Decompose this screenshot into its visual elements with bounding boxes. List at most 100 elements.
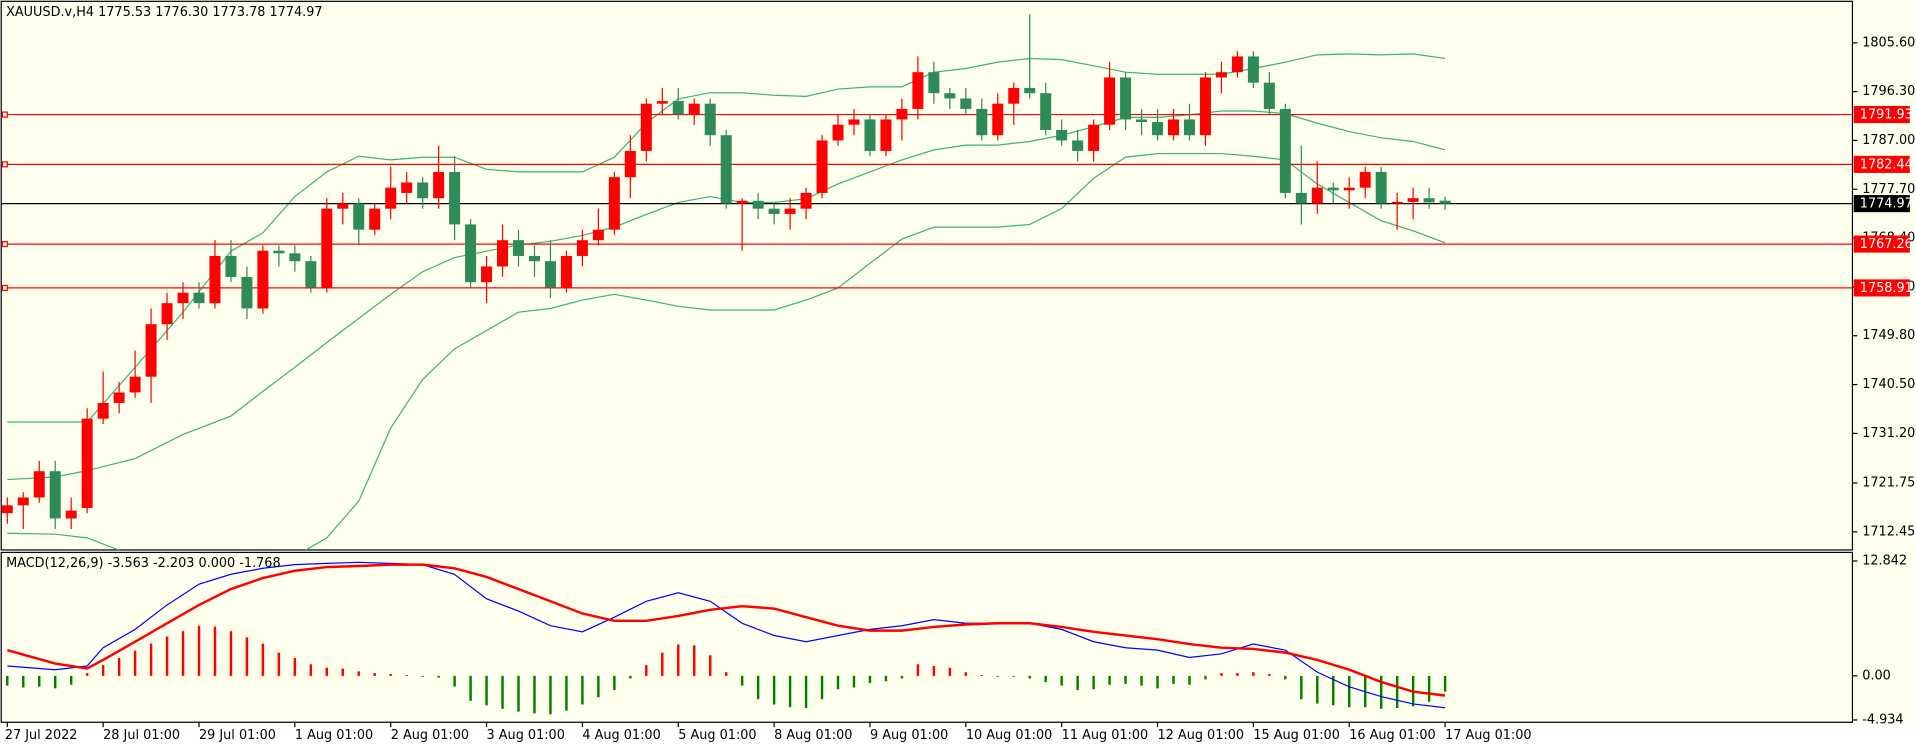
candle-body (369, 208, 381, 230)
x-tick-label: 10 Aug 01:00 (966, 728, 1052, 743)
level-label: 1758.91 (1860, 281, 1913, 296)
candle-body (97, 402, 109, 419)
x-tick-label: 17 Aug 01:00 (1445, 728, 1532, 743)
macd-y-tick-label: -4.934 (1862, 712, 1903, 727)
y-tick-label: 1721.75 (1862, 476, 1915, 491)
candle-body (273, 250, 285, 254)
candle-body (720, 135, 732, 204)
candle-body (1104, 77, 1116, 125)
band-lower (7, 152, 1446, 550)
candle-body (1327, 187, 1339, 191)
candle-body (1263, 82, 1275, 109)
candle-body (289, 253, 301, 262)
last-price-bg (1853, 195, 1910, 213)
y-tick-label: 1805.60 (1862, 35, 1915, 50)
candle-body (560, 255, 572, 288)
x-tick-label: 29 Jul 01:00 (199, 728, 276, 743)
candle-body (640, 103, 652, 151)
level-marker (1, 241, 8, 248)
candle-body (1247, 56, 1259, 83)
candle-body (1407, 198, 1419, 202)
level-label-bg (1853, 279, 1910, 297)
candle-body (113, 392, 125, 403)
candle-body (449, 171, 461, 225)
candle-body (1168, 119, 1180, 136)
level-label: 1791.93 (1860, 108, 1913, 123)
candle-body (944, 93, 956, 99)
candle-body (1391, 201, 1403, 204)
candle-body (1359, 171, 1371, 188)
candle-body (912, 72, 924, 109)
candle-body (896, 108, 908, 120)
candle-body (385, 187, 397, 209)
candle-body (576, 240, 588, 256)
candle-body (832, 124, 844, 141)
candle-body (976, 108, 988, 136)
macd-y-tick-label: 12.842 (1862, 553, 1907, 568)
candle-body (257, 250, 269, 309)
level-label-bg (1853, 155, 1910, 173)
axes: 1805.601796.301787.001777.701768.401759.… (1, 35, 1915, 743)
x-tick-label: 4 Aug 01:00 (582, 728, 660, 743)
candle-body (624, 150, 636, 178)
candle-body (1311, 187, 1323, 204)
level-label-bg (1853, 235, 1910, 253)
candle-body (225, 255, 237, 277)
main-panel (1, 14, 1853, 550)
x-tick-label: 8 Aug 01:00 (774, 728, 852, 743)
candle-body (1088, 124, 1100, 151)
candle-body (704, 103, 716, 136)
candle-body (1072, 140, 1084, 151)
candle-body (81, 418, 93, 508)
macd-panel (6, 561, 1447, 715)
candle-body (1040, 93, 1052, 130)
candle-body (49, 471, 61, 519)
candle-body (752, 200, 764, 209)
candle-body (608, 177, 620, 230)
chart-title: XAUUSD.v,H4 1775.53 1776.30 1773.78 1774… (6, 5, 322, 20)
candle-body (65, 510, 77, 519)
candle-body (672, 101, 684, 115)
candle-body (17, 497, 29, 506)
candle-body (145, 324, 157, 377)
x-tick-label: 11 Aug 01:00 (1062, 728, 1149, 743)
macd-panel-bg (0, 551, 1854, 723)
candle-body (1343, 187, 1355, 191)
x-tick-label: 9 Aug 01:00 (870, 728, 948, 743)
candle-body (880, 119, 892, 151)
candle-body (209, 255, 221, 304)
candle-body (1120, 77, 1132, 120)
y-tick-label: 1740.50 (1862, 377, 1915, 392)
candle-body (1375, 171, 1387, 204)
main-panel-background (0, 0, 1915, 723)
y-tick-label: 1749.80 (1862, 328, 1915, 343)
y-tick-label: 1777.70 (1862, 182, 1915, 197)
candle-body (784, 208, 796, 214)
macd-title: MACD(12,26,9) -3.563 -2.203 0.000 -1.768 (6, 556, 281, 571)
x-tick-label: 5 Aug 01:00 (678, 728, 756, 743)
x-tick-label: 27 Jul 2022 (5, 728, 78, 743)
candle-body (992, 103, 1004, 136)
x-tick-label: 28 Jul 01:00 (103, 728, 180, 743)
candle-body (656, 101, 668, 104)
candle-body (1008, 87, 1020, 104)
y-tick-label: 1731.20 (1862, 426, 1915, 441)
level-label: 1782.44 (1860, 157, 1913, 172)
candle-body (321, 208, 333, 288)
candle-body (465, 224, 477, 283)
candle-body (1231, 56, 1243, 73)
candle-body (1423, 198, 1435, 203)
candle-body (1439, 200, 1451, 204)
x-tick-label: 12 Aug 01:00 (1158, 728, 1244, 743)
candle-body (736, 200, 748, 204)
price-panel-bg (0, 0, 1854, 551)
candle-body (960, 98, 972, 109)
x-tick-label: 1 Aug 01:00 (295, 728, 373, 743)
candle-body (1183, 119, 1195, 136)
candle-body (1199, 77, 1211, 136)
candle-body (1, 505, 13, 514)
y-tick-label: 1787.00 (1862, 133, 1915, 148)
level-marker (1, 111, 8, 118)
last-price-label: 1774.97 (1860, 197, 1913, 212)
